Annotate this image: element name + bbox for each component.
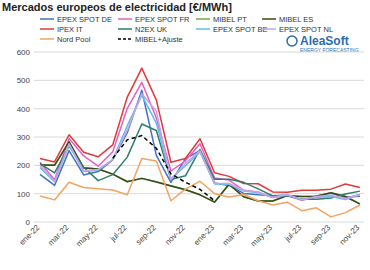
x-tick-label: jul-22 [108,223,129,244]
legend-swatch [40,38,54,40]
grid-line [34,222,364,223]
series-line [40,82,360,200]
grid-line [34,108,364,109]
y-tick-label: 0 [26,218,31,227]
legend-label: MIBEL ES [279,15,313,24]
logo-text: AleaSoft [300,34,349,48]
legend-swatch [262,18,276,20]
y-tick-label: 200 [17,161,31,170]
y-tick-label: 500 [17,76,31,85]
grid-line [34,80,364,81]
x-tick-label: ene-23 [192,223,216,247]
x-tick-label: may-23 [249,223,275,249]
x-tick-label: mar-23 [221,223,246,248]
legend-label: EPEX SPOT FR [135,15,190,24]
title: Mercados europeos de electricidad [€/MWh… [2,1,232,13]
legend-swatch [40,18,54,20]
x-tick-label: nov-22 [163,223,187,247]
x-tick-label: sep-22 [134,223,158,247]
x-tick-label: sep-23 [309,223,333,247]
y-tick-label: 300 [17,133,31,142]
legend-swatch [118,18,132,20]
legend-swatch [118,28,132,30]
plot-area [40,68,360,217]
x-tick-label: mar-22 [46,223,71,248]
x-tick-label: ene-22 [17,223,41,247]
x-tick-label: jul-23 [282,223,303,244]
logo-icon [287,36,297,46]
legend-label: EPEX SPOT NL [279,25,333,34]
legend-label: EPEX SPOT BE [213,25,267,34]
y-tick-label: 100 [17,190,31,199]
legend-label: N2EX UK [135,25,167,34]
series-line [40,68,360,192]
grid-line [34,137,364,138]
legend-swatch [196,28,210,30]
legend-label: Nord Pool [57,35,91,44]
x-tick-label: nov-23 [338,223,362,247]
legend-swatch [40,28,54,30]
chart: Mercados europeos de electricidad [€/MWh… [0,0,370,270]
series-line [40,95,360,200]
legend-label: MIBEL PT [213,15,247,24]
series-line [40,94,360,200]
series-line [113,136,215,201]
x-tick-label: may-22 [74,223,100,249]
legend-swatch [262,28,276,30]
y-tick-label: 400 [17,105,31,114]
grid-line [34,165,364,166]
grid-line [34,52,364,53]
legend-swatch [118,38,132,40]
legend-label: EPEX SPOT DE [57,15,112,24]
legend-label: MIBEL+Ajuste [135,35,183,44]
legend-label: IPEX IT [57,25,83,34]
legend-swatch [196,18,210,20]
y-tick-label: 600 [17,48,31,57]
series-line [40,159,360,217]
